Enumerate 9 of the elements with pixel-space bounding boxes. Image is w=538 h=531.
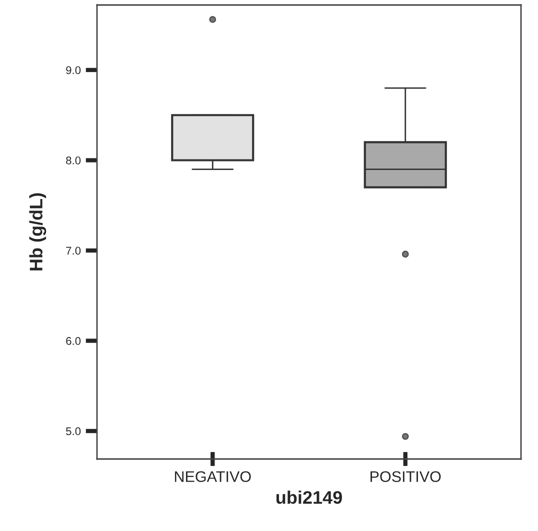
y-tick-label: 5.0 xyxy=(66,427,81,436)
x-axis-title: ubi2149 xyxy=(276,490,342,504)
x-tick-label: POSITIVO xyxy=(370,471,441,482)
y-axis-title: Hb (g/dL) xyxy=(29,193,46,270)
x-tick-label: NEGATIVO xyxy=(174,471,251,482)
y-tick-label: 9.0 xyxy=(66,66,81,74)
y-tick-label: 8.0 xyxy=(66,156,81,164)
y-tick-label: 7.0 xyxy=(66,246,81,255)
y-tick-label: 6.0 xyxy=(66,337,81,345)
